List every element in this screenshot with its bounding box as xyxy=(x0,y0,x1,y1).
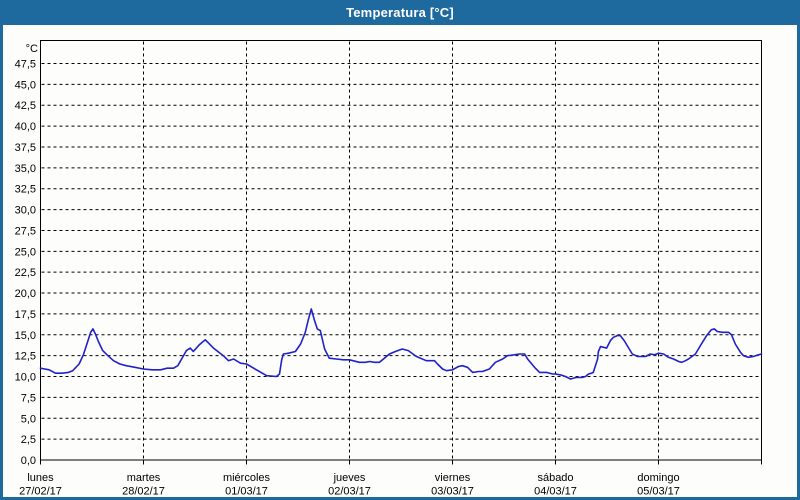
y-axis-tick-label: 0,0 xyxy=(21,455,36,467)
y-axis-tick-label: 2,5 xyxy=(21,434,36,446)
y-axis-tick-label: 10,0 xyxy=(15,372,36,384)
x-axis-date-label: 01/03/17 xyxy=(225,486,268,498)
y-axis-tick-label: 42,5 xyxy=(15,100,36,112)
x-axis-day-label: martes xyxy=(127,472,161,484)
y-axis-tick-label: 40,0 xyxy=(15,121,36,133)
x-axis-date-label: 02/03/17 xyxy=(328,486,371,498)
x-axis-date-label: 05/03/17 xyxy=(637,486,680,498)
y-axis-tick-label: 5,0 xyxy=(21,413,36,425)
x-axis-date-label: 28/02/17 xyxy=(122,486,165,498)
y-axis-unit-label: °C xyxy=(26,43,38,55)
y-axis-tick-label: 32,5 xyxy=(15,184,36,196)
plot-border xyxy=(40,40,762,461)
y-axis-tick-label: 22,5 xyxy=(15,267,36,279)
x-axis-day-label: domingo xyxy=(637,472,679,484)
title-bar: Temperatura [°C] xyxy=(3,0,797,25)
y-axis-tick-label: 20,0 xyxy=(15,288,36,300)
x-axis-day-label: miércoles xyxy=(223,472,271,484)
y-axis-tick-label: 30,0 xyxy=(15,205,36,217)
y-axis-tick-label: 35,0 xyxy=(15,163,36,175)
y-axis-tick-label: 7,5 xyxy=(21,392,36,404)
window-title: Temperatura [°C] xyxy=(346,5,454,20)
y-axis-tick-label: 15,0 xyxy=(15,330,36,342)
x-axis-day-label: sábado xyxy=(537,472,573,484)
y-axis-tick-label: 27,5 xyxy=(15,225,36,237)
x-axis-date-label: 04/03/17 xyxy=(534,486,577,498)
y-axis-tick-label: 17,5 xyxy=(15,309,36,321)
y-axis-tick-label: 25,0 xyxy=(15,246,36,258)
y-axis-tick-label: 45,0 xyxy=(15,79,36,91)
y-axis-tick-label: 12,5 xyxy=(15,351,36,363)
x-axis-date-label: 03/03/17 xyxy=(431,486,474,498)
x-axis-day-label: viernes xyxy=(435,472,471,484)
x-axis-day-label: jueves xyxy=(333,472,366,484)
x-axis-date-label: 27/02/17 xyxy=(19,486,62,498)
y-axis-tick-label: 37,5 xyxy=(15,142,36,154)
y-axis-tick-label: 47,5 xyxy=(15,59,36,71)
x-axis-day-label: lunes xyxy=(27,472,54,484)
temperature-series-line xyxy=(39,308,763,380)
